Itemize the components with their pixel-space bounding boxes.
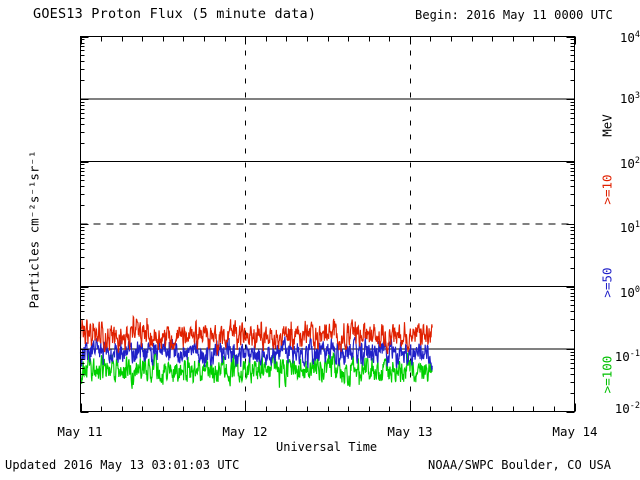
agency-credit: NOAA/SWPC Boulder, CO USA (428, 458, 612, 472)
x-tick-label: May 14 (552, 424, 598, 439)
begin-time-label: Begin: 2016 May 11 0000 UTC (415, 8, 613, 22)
trace--50-mev (79, 336, 433, 371)
y-tick-label: 103 (619, 90, 640, 106)
x-tick-label: May 13 (387, 424, 433, 439)
y-tick-label: 104 (619, 29, 640, 45)
y-tick-label: 10-2 (614, 400, 640, 416)
x-axis-label: Universal Time (276, 440, 378, 454)
data-traces (79, 314, 433, 389)
axis-ticks (80, 36, 576, 413)
plot-frame (80, 36, 575, 412)
updated-timestamp: Updated 2016 May 13 03:01:03 UTC (5, 458, 240, 472)
y-tick-label: 102 (619, 155, 640, 171)
page-title: GOES13 Proton Flux (5 minute data) (33, 6, 317, 22)
trace--100-mev (79, 348, 433, 389)
trace--10-mev (79, 314, 433, 356)
y-tick-label: 101 (619, 219, 640, 235)
x-tick-label: May 12 (222, 424, 268, 439)
x-tick-label: May 11 (57, 424, 103, 439)
y-tick-label: 100 (619, 284, 640, 300)
y-tick-label: 10-1 (614, 348, 640, 364)
